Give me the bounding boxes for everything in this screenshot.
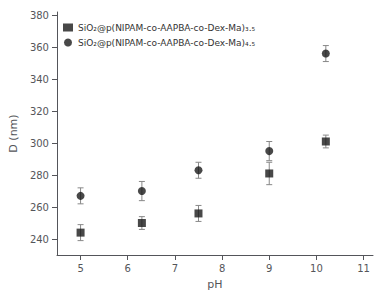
svg-text:9: 9 [266, 263, 272, 274]
svg-text:340: 340 [30, 74, 49, 85]
svg-text:300: 300 [30, 138, 49, 149]
svg-text:SiO₂@p(NIPAM-co-AAPBA-co-Dex-M: SiO₂@p(NIPAM-co-AAPBA-co-Dex-Ma)₄.₅ [78, 38, 256, 48]
svg-text:320: 320 [30, 106, 49, 117]
svg-text:7: 7 [172, 263, 178, 274]
svg-text:10: 10 [310, 263, 323, 274]
svg-text:SiO₂@p(NIPAM-co-AAPBA-co-Dex-M: SiO₂@p(NIPAM-co-AAPBA-co-Dex-Ma)₃.₅ [78, 23, 256, 33]
svg-text:11: 11 [357, 263, 370, 274]
svg-text:240: 240 [30, 234, 49, 245]
svg-text:pH: pH [207, 278, 222, 291]
svg-text:280: 280 [30, 170, 49, 181]
svg-text:5: 5 [77, 263, 83, 274]
svg-text:360: 360 [30, 42, 49, 53]
svg-text:8: 8 [219, 263, 225, 274]
svg-text:260: 260 [30, 202, 49, 213]
svg-text:D (nm): D (nm) [7, 114, 20, 152]
svg-text:380: 380 [30, 10, 49, 21]
svg-text:6: 6 [125, 263, 131, 274]
